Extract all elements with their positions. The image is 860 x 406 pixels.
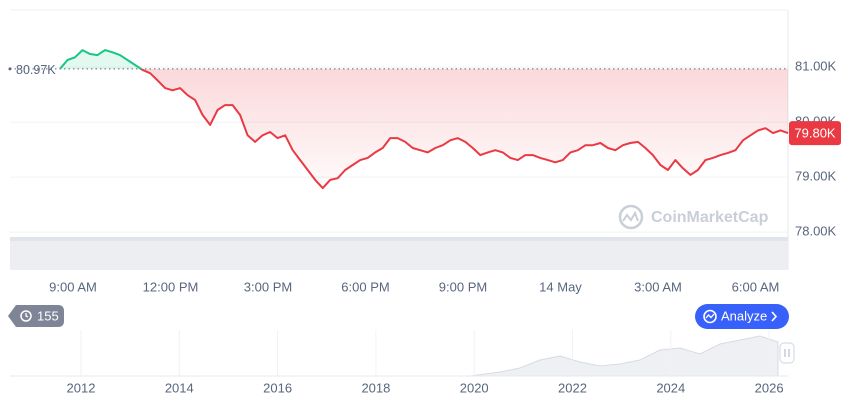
year-label: 2026 [755,380,784,395]
history-count: 155 [37,308,59,323]
reference-label: 80.97K [16,63,56,77]
x-tick-label: 9:00 PM [439,279,487,294]
y-tick-label: 81.00K [795,59,837,74]
reference-dot [8,67,12,71]
navigator-area [469,335,779,377]
year-label: 2018 [361,380,390,395]
watermark: CoinMarketCap [618,204,769,230]
analyze-label: Analyze [721,308,767,323]
volume-band-top [10,237,788,241]
history-badge[interactable]: 155 [8,305,64,327]
navigator-handle[interactable] [779,342,795,364]
year-label: 2012 [67,380,96,395]
price-badge [789,121,841,146]
analyze-button[interactable]: Analyze [695,304,789,329]
x-tick-label: 12:00 PM [143,279,199,294]
x-tick-label: 3:00 PM [244,279,292,294]
year-label: 2024 [656,380,685,395]
x-tick-label: 6:00 AM [732,279,780,294]
year-label: 2016 [263,380,292,395]
year-label: 2020 [460,380,489,395]
year-label: 2014 [165,380,194,395]
y-tick-label: 78.00K [795,224,837,239]
price-badge-label: 79.80K [794,126,836,141]
area-below [60,68,788,189]
x-tick-label: 3:00 AM [634,279,682,294]
y-tick-label: 79.00K [795,169,837,184]
price-line [59,49,789,190]
area-above [60,50,141,69]
x-tick-label: 6:00 PM [341,279,389,294]
watermark-text: CoinMarketCap [651,209,769,226]
volume-band [10,237,788,270]
x-tick-label: 9:00 AM [49,279,97,294]
year-label: 2022 [558,380,587,395]
x-tick-label: 14 May [539,279,582,294]
